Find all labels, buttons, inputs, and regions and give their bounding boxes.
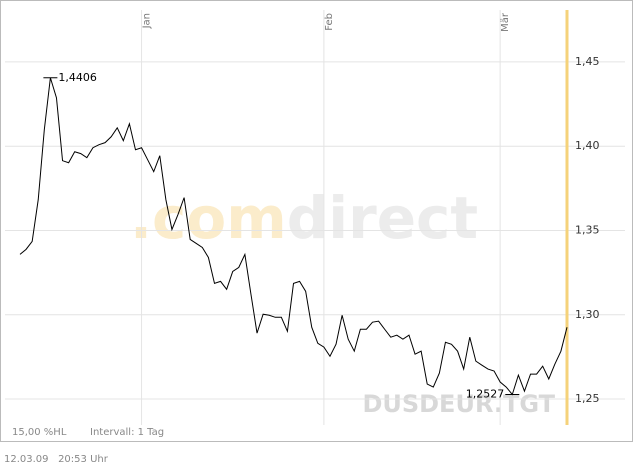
value-label: 1,4406 bbox=[58, 71, 96, 84]
y-tick-label: 1,40 bbox=[575, 139, 600, 152]
watermark: .comdirect bbox=[130, 184, 478, 252]
watermark-prefix: .com bbox=[130, 184, 287, 252]
x-tick-label: Feb bbox=[324, 13, 335, 31]
x-tick-label: Jan bbox=[142, 13, 153, 29]
footer-interval: Intervall: 1 Tag bbox=[90, 427, 164, 438]
chart-frame bbox=[0, 0, 633, 442]
timestamp: 12.03.09 20:53 Uhr bbox=[4, 454, 109, 465]
y-tick-label: 1,35 bbox=[575, 223, 600, 236]
watermark-main: direct bbox=[287, 184, 478, 252]
value-label: 1,2527 bbox=[466, 387, 505, 400]
y-tick-label: 1,25 bbox=[575, 392, 600, 405]
price-line bbox=[19, 77, 568, 396]
symbol: DUSDEUR.TGT bbox=[362, 390, 555, 418]
x-tick-label: Mär bbox=[500, 12, 511, 32]
footer-left: 15,00 %HL bbox=[12, 427, 67, 438]
y-tick-label: 1,30 bbox=[575, 308, 600, 321]
y-tick-label: 1,45 bbox=[575, 55, 600, 68]
